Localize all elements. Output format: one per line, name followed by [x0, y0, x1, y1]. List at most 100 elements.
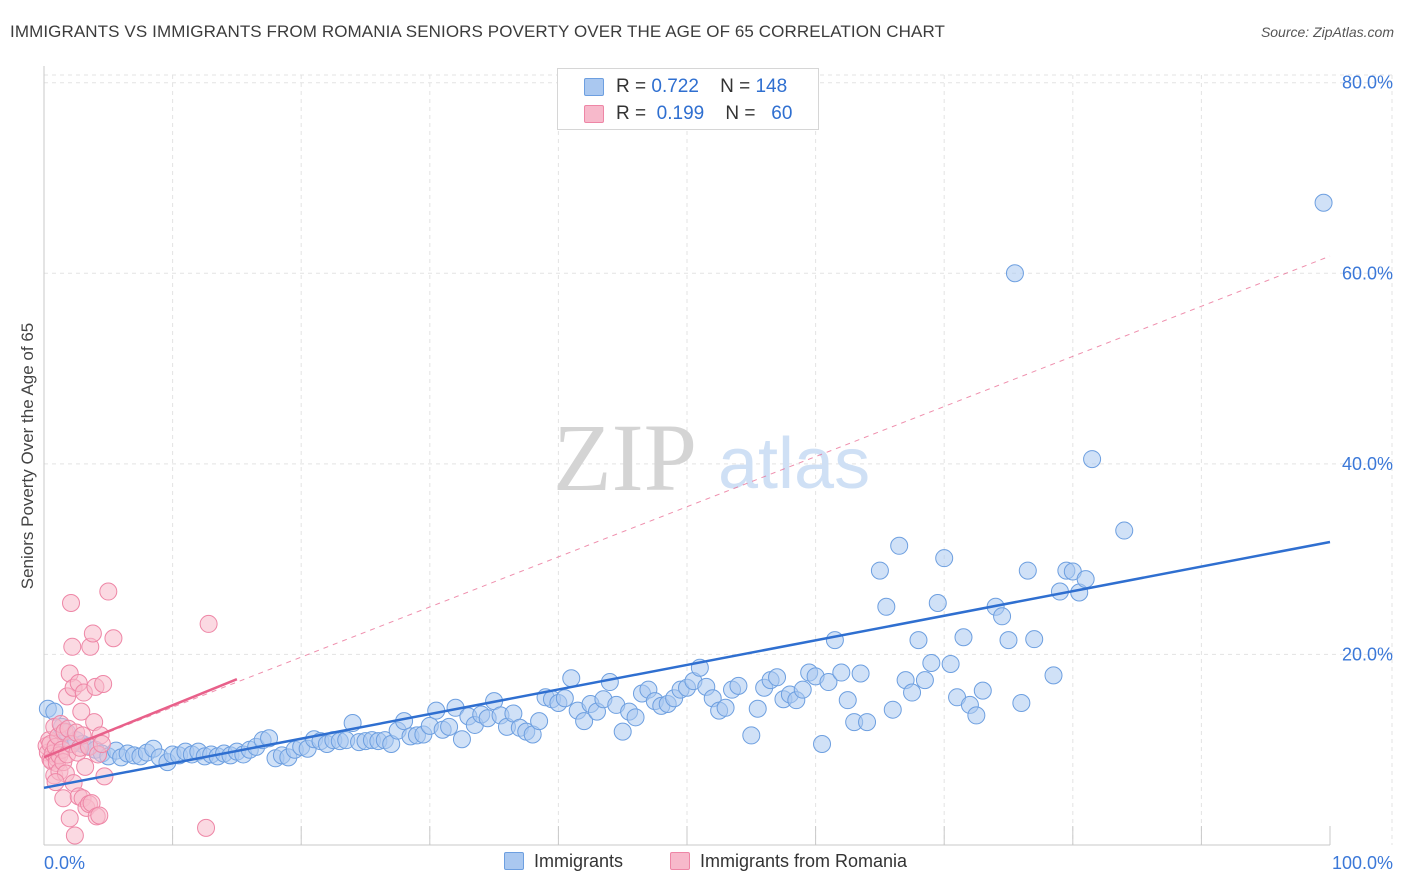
immigrants-point — [883, 700, 902, 719]
stats-legend: R = 0.722 N = 148 R = 0.199 N = 60 — [557, 68, 819, 130]
immigrants-point — [941, 654, 960, 673]
immigrants-point — [1083, 450, 1102, 469]
immigrants-point — [935, 549, 954, 568]
romania-swatch — [670, 852, 690, 870]
immigrants-point — [1005, 264, 1024, 283]
immigrants-point — [768, 668, 787, 687]
immigrants-point — [877, 597, 896, 616]
immigrants-point — [993, 607, 1012, 626]
immigrants-point — [838, 691, 857, 710]
tick-labels: 20.0% 40.0% 60.0% 80.0% 0.0% 100.0% — [44, 73, 1393, 873]
immigrants-point — [626, 708, 645, 727]
immigrants-point — [870, 561, 889, 580]
romania-swatch — [584, 105, 604, 123]
immigrants-point — [440, 717, 459, 736]
immigrants-point — [1044, 666, 1063, 685]
legend-label-romania: Immigrants from Romania — [700, 851, 908, 871]
immigrants-point — [825, 631, 844, 650]
immigrants-point — [954, 628, 973, 647]
x-tick-label: 0.0% — [44, 853, 85, 873]
immigrants-point — [915, 671, 934, 690]
n-value-romania: 60 — [771, 103, 793, 124]
immigrants-trend-line — [43, 540, 1331, 790]
immigrants-point — [1314, 193, 1333, 212]
y-tick-label: 20.0% — [1342, 644, 1393, 664]
immigrants-point — [793, 680, 812, 699]
romania-point — [99, 582, 118, 601]
immigrants-swatch — [504, 852, 524, 870]
immigrants-point — [832, 663, 851, 682]
legend-label-immigrants: Immigrants — [534, 851, 624, 871]
romania-trend-extension — [43, 255, 1331, 758]
immigrants-point — [729, 676, 748, 695]
immigrants-point — [973, 681, 992, 700]
immigrants-point — [851, 664, 870, 683]
immigrants-point — [928, 593, 947, 612]
romania-point — [76, 757, 95, 776]
axes — [43, 66, 1331, 846]
immigrants-point — [1012, 694, 1031, 713]
legend-item-immigrants[interactable]: Immigrants — [504, 851, 623, 872]
immigrants-point — [530, 712, 549, 731]
n-label: N = — [720, 76, 751, 97]
watermark: ZIP atlas — [553, 404, 870, 511]
immigrants-point — [922, 654, 941, 673]
romania-point — [92, 734, 111, 753]
r-label: R = — [616, 76, 647, 97]
romania-point — [54, 789, 73, 808]
romania-point — [197, 818, 216, 837]
immigrants-point — [813, 734, 832, 753]
y-tick-label: 80.0% — [1342, 73, 1393, 93]
romania-point — [94, 674, 113, 693]
y-tick-label: 40.0% — [1342, 454, 1393, 474]
romania-trend-line — [43, 678, 238, 759]
romania-point — [62, 593, 81, 612]
immigrants-point — [999, 631, 1018, 650]
immigrants-point — [1076, 570, 1095, 589]
immigrants-point — [575, 712, 594, 731]
immigrants-point — [967, 706, 986, 725]
immigrants-point — [909, 631, 928, 650]
romania-point — [60, 809, 79, 828]
n-label: N = — [725, 103, 756, 124]
n-value-immigrants: 148 — [755, 76, 788, 97]
source-credit: Source: ZipAtlas.com — [1260, 24, 1394, 40]
immigrants-point — [260, 729, 279, 748]
romania-point — [46, 773, 65, 792]
series-romania-points — [37, 582, 218, 845]
romania-point — [72, 702, 91, 721]
immigrants-point — [555, 689, 574, 708]
r-value-immigrants: 0.722 — [651, 76, 699, 97]
immigrants-point — [742, 726, 761, 745]
r-value-romania: 0.199 — [656, 103, 705, 124]
watermark-zip: ZIP — [553, 404, 697, 511]
immigrants-point — [748, 699, 767, 718]
romania-point — [90, 806, 109, 825]
immigrants-point — [716, 698, 735, 717]
immigrants-point — [452, 730, 471, 749]
trend-lines — [43, 255, 1331, 790]
watermark-atlas: atlas — [718, 424, 870, 504]
r-label: R = — [616, 103, 647, 124]
romania-point — [63, 637, 82, 656]
immigrants-point — [1018, 561, 1037, 580]
x-tick-label: 100.0% — [1332, 853, 1393, 873]
immigrants-point — [819, 673, 838, 692]
chart-title: IMMIGRANTS VS IMMIGRANTS FROM ROMANIA SE… — [10, 22, 946, 41]
immigrants-point — [562, 669, 581, 688]
immigrants-point — [890, 536, 909, 555]
romania-point — [83, 624, 102, 643]
romania-point — [199, 614, 218, 633]
immigrants-point — [903, 683, 922, 702]
immigrants-swatch — [584, 78, 604, 96]
romania-point — [104, 629, 123, 648]
romania-point — [65, 826, 84, 845]
immigrants-point — [1115, 521, 1134, 540]
series-legend: Immigrants Immigrants from Romania — [0, 851, 1406, 877]
immigrants-point — [858, 713, 877, 732]
immigrants-point — [613, 722, 632, 741]
y-tick-label: 60.0% — [1342, 263, 1393, 283]
immigrants-point — [1025, 630, 1044, 649]
legend-item-romania[interactable]: Immigrants from Romania — [670, 851, 907, 872]
